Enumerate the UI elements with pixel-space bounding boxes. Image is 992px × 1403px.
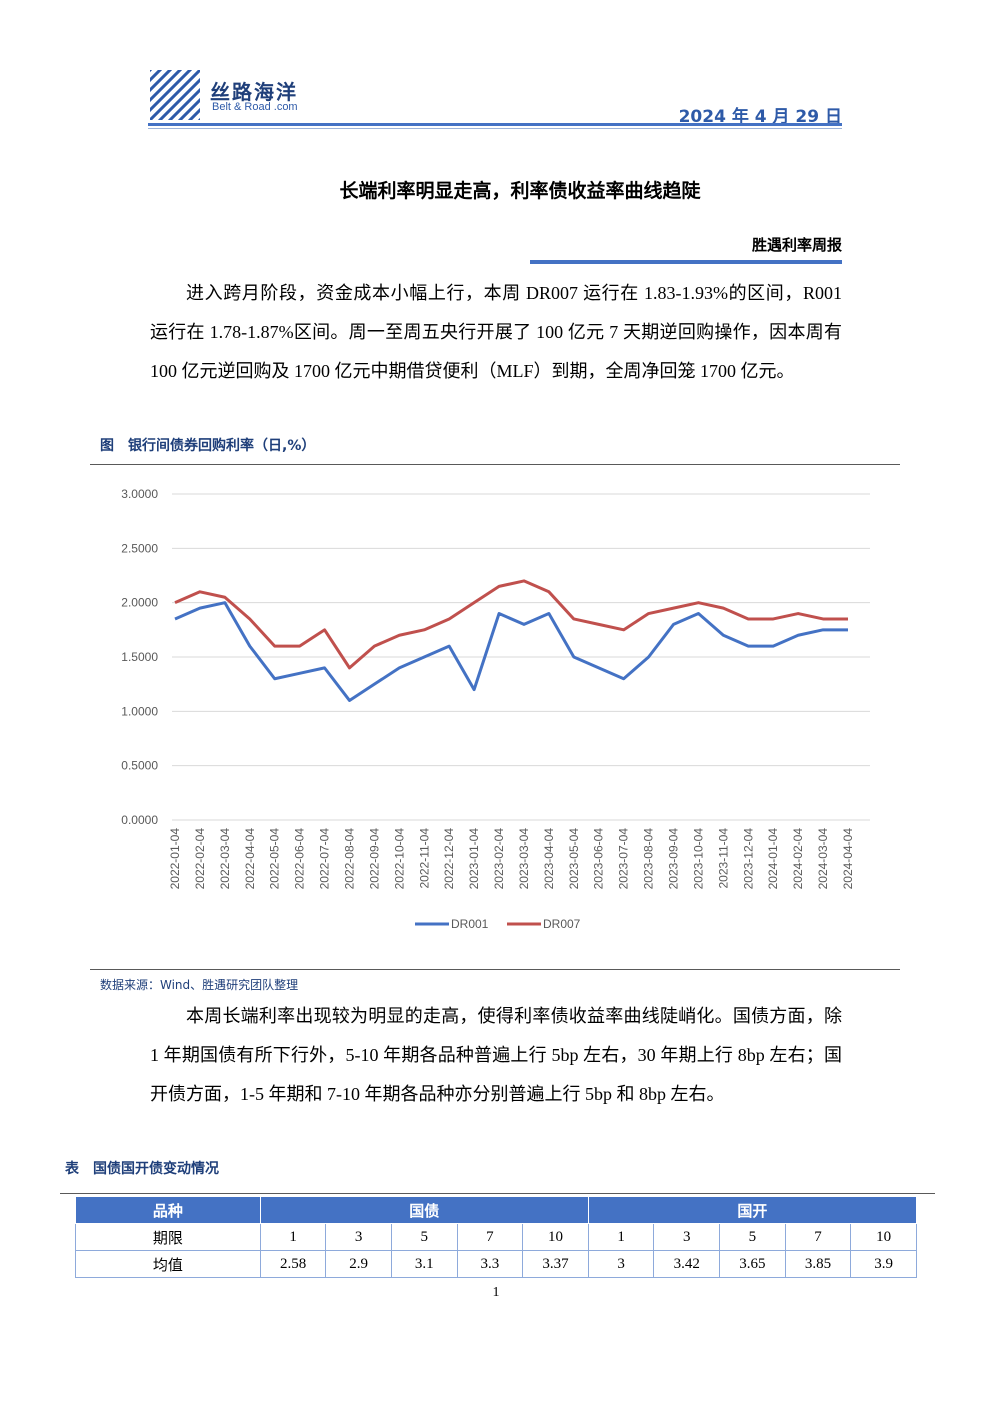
data-line <box>174 579 848 670</box>
table-cell: 3.37 <box>522 1250 589 1278</box>
table-cell: 3 <box>653 1223 721 1251</box>
x-tick-label: 2022-12-04 <box>442 828 456 890</box>
header-rule-thin <box>148 128 842 129</box>
table-cell: 期限 <box>75 1223 261 1251</box>
x-tick-label: 2022-11-04 <box>417 828 431 889</box>
table-cell: 1 <box>259 1223 327 1251</box>
data-table: 品种 国债 国开 期限 1 3 5 7 10 1 3 5 7 10 均值 2.58 2.9 3.1 3.3 3.… <box>75 1196 918 1278</box>
table-cell: 1 <box>587 1223 655 1251</box>
header-rule <box>148 123 842 126</box>
x-tick-label: 2023-12-04 <box>741 828 755 890</box>
table-cell: 3.42 <box>653 1250 721 1278</box>
table-cell: 3.85 <box>784 1250 852 1278</box>
y-tick-label: 1.5000 <box>121 650 158 664</box>
header-cell: 国开 <box>587 1196 918 1224</box>
y-tick-label: 0.0000 <box>121 813 158 827</box>
logo-icon <box>150 70 200 120</box>
x-tick-label: 2022-08-04 <box>342 828 356 890</box>
x-tick-label: 2023-06-04 <box>592 828 606 890</box>
x-tick-label: 2023-04-04 <box>542 828 556 890</box>
x-tick-label: 2023-03-04 <box>517 828 531 890</box>
report-subtitle: 胜遇利率周报 <box>751 236 842 254</box>
x-tick-label: 2022-05-04 <box>268 828 282 890</box>
x-tick-label: 2022-02-04 <box>193 828 207 890</box>
table-cell: 3.3 <box>456 1250 524 1278</box>
table-cell: 均值 <box>75 1250 261 1278</box>
table-cell: 5 <box>719 1223 786 1251</box>
x-tick-label: 2022-01-04 <box>168 828 182 890</box>
table-cell: 3.1 <box>390 1250 458 1278</box>
x-tick-label: 2024-02-04 <box>791 828 805 890</box>
table-cell: 3 <box>325 1223 392 1251</box>
table-cell: 10 <box>522 1223 589 1251</box>
table-header-row: 品种 国债 国开 <box>75 1196 918 1224</box>
x-tick-label: 2022-07-04 <box>318 828 332 890</box>
y-tick-label: 1.0000 <box>121 704 158 718</box>
paragraph: 进入跨月阶段，资金成本小幅上行，本周 DR007 运行在 1.83-1.93%的… <box>150 283 842 381</box>
chart: 0.0000 0.5000 1.0000 1.5000 2.0000 2.5000 3.00… <box>121 487 870 931</box>
table-cell: 5 <box>390 1223 458 1251</box>
logo-text: 丝路海洋 <box>210 80 298 104</box>
x-tick-label: 2023-11-04 <box>716 828 730 889</box>
chart-rule <box>90 464 900 465</box>
table-row: 期限 1 3 5 7 10 1 3 5 7 10 <box>75 1223 917 1251</box>
page-number: 1 <box>492 1285 500 1300</box>
x-tick-label: 2023-10-04 <box>691 828 705 890</box>
paragraph: 本周长端利率出现较为明显的走高，使得利率债收益率曲线陡峭化。国债方面，除 1 年… <box>150 1006 842 1104</box>
chart-caption: 图 银行间债券回购利率（日,%） <box>100 438 316 454</box>
table-cell: 7 <box>456 1223 524 1251</box>
report-date: 2024 年 4 月 29 日 <box>678 107 842 127</box>
table-cell: 10 <box>850 1223 917 1251</box>
x-tick-label: 2022-10-04 <box>392 828 406 890</box>
table-cell: 7 <box>784 1223 852 1251</box>
report-title: 长端利率明显走高，利率债收益率曲线趋陡 <box>339 180 701 202</box>
x-tick-label: 2024-01-04 <box>766 828 780 890</box>
chart-rule <box>90 969 900 970</box>
header-cell: 品种 <box>75 1196 261 1224</box>
data-line <box>174 601 848 702</box>
table-cell: 3.65 <box>719 1250 786 1278</box>
table-caption: 表 国债国开债变动情况 <box>65 1161 219 1177</box>
table-cell: 3 <box>587 1250 655 1278</box>
legend-label: DR001 <box>451 917 489 931</box>
x-tick-label: 2023-02-04 <box>492 828 506 890</box>
x-tick-label: 2024-03-04 <box>816 828 830 890</box>
table-rule <box>60 1193 935 1194</box>
table-cell: 2.58 <box>259 1250 327 1278</box>
x-tick-label: 2022-09-04 <box>367 828 381 890</box>
table-cell: 3.9 <box>850 1250 917 1278</box>
y-tick-label: 0.5000 <box>121 759 158 773</box>
x-tick-label: 2023-07-04 <box>617 828 631 890</box>
y-tick-label: 2.5000 <box>121 541 158 555</box>
table-cell: 2.9 <box>325 1250 392 1278</box>
y-tick-label: 3.0000 <box>121 487 158 501</box>
legend-label: DR007 <box>543 917 581 931</box>
subtitle-rule <box>530 260 842 264</box>
x-tick-label: 2023-09-04 <box>667 828 681 890</box>
x-tick-label: 2022-04-04 <box>243 828 257 890</box>
table-row: 均值 2.58 2.9 3.1 3.3 3.37 3 3.42 3.65 3.85 3.9 <box>75 1250 917 1278</box>
header-cell: 国债 <box>259 1196 589 1224</box>
source-note: 数据来源：Wind、胜遇研究团队整理 <box>100 978 299 992</box>
x-tick-label: 2023-05-04 <box>567 828 581 890</box>
x-tick-label: 2024-04-04 <box>841 828 855 890</box>
x-tick-label: 2022-06-04 <box>293 828 307 890</box>
x-tick-label: 2022-03-04 <box>218 828 232 890</box>
y-tick-label: 2.0000 <box>121 596 158 610</box>
logo-subtext: Belt & Road .com <box>212 101 298 113</box>
x-tick-label: 2023-01-04 <box>467 828 481 890</box>
x-tick-label: 2023-08-04 <box>642 828 656 890</box>
